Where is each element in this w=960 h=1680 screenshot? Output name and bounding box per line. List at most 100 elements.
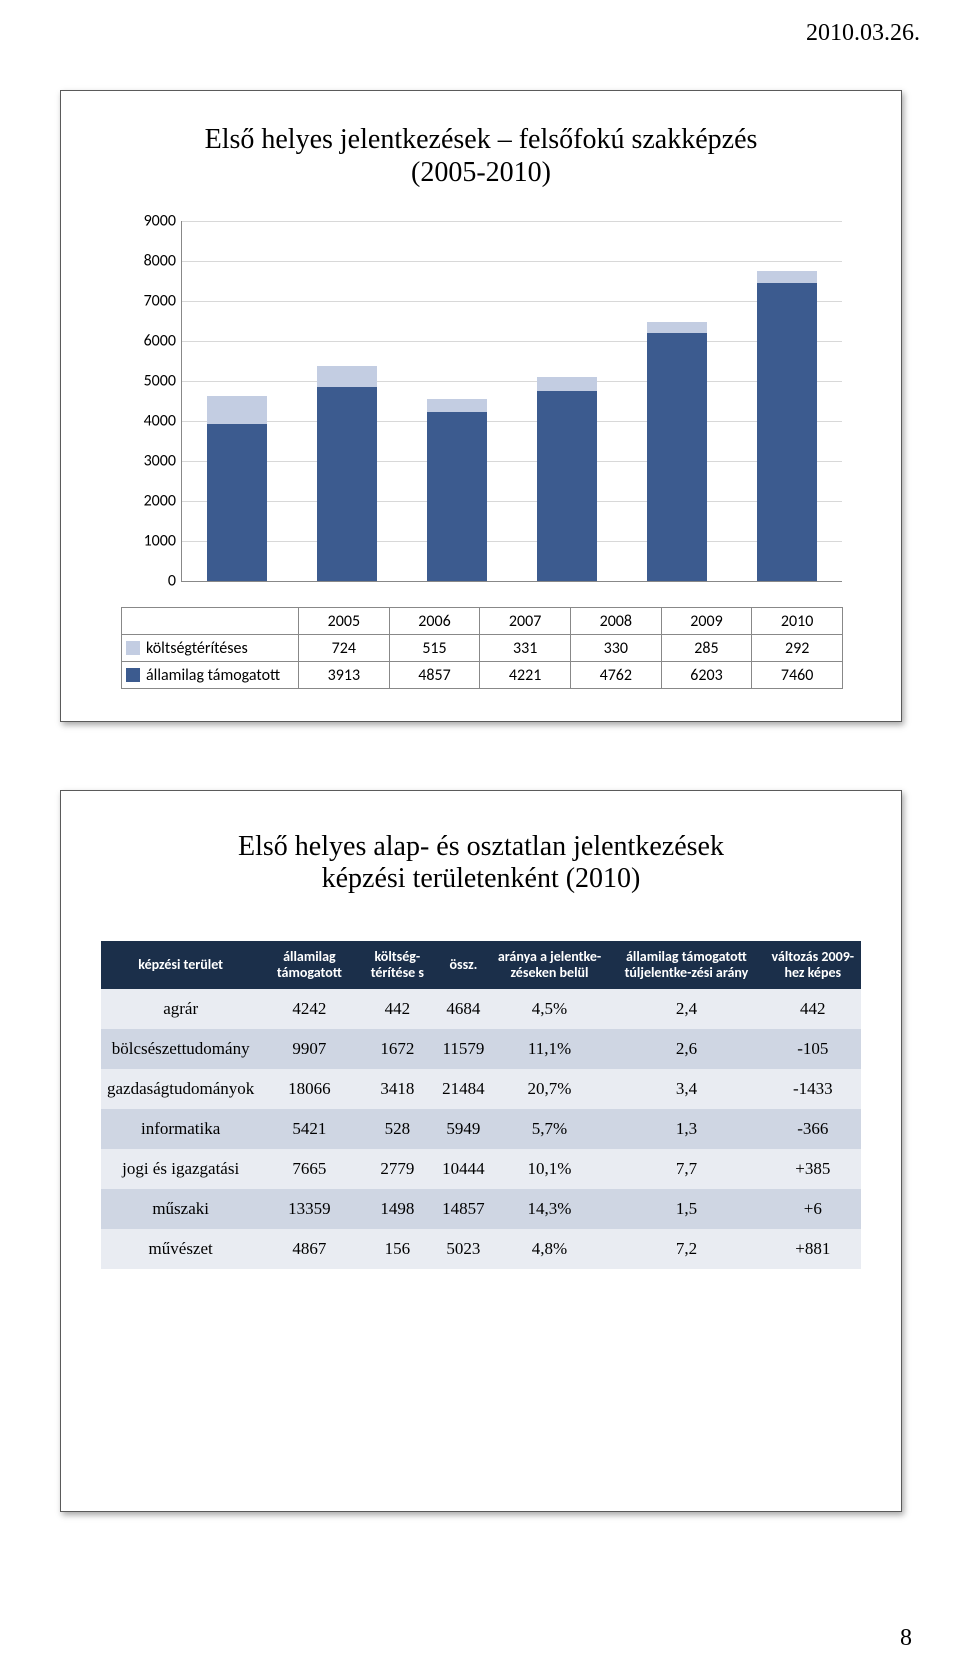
table-cell: 1,3 <box>608 1109 764 1149</box>
chart-bar-series-0 <box>207 396 268 425</box>
chart-gridline <box>182 341 842 342</box>
chart-bar-series-1 <box>427 412 488 581</box>
legend-value-cell: 7460 <box>752 662 843 689</box>
legend-series-name: költségtérítéses <box>146 639 248 658</box>
table-cell: 14,3% <box>491 1189 609 1229</box>
page-number: 8 <box>900 1625 912 1652</box>
table-cell: 10,1% <box>491 1149 609 1189</box>
table-row: informatika542152859495,7%1,3-366 <box>101 1109 861 1149</box>
chart-column <box>647 221 708 581</box>
chart-title-line1: Első helyes jelentkezések – felsőfokú sz… <box>61 123 901 157</box>
chart-bar-series-0 <box>317 366 378 387</box>
chart-ytick-label: 2000 <box>126 492 176 511</box>
chart-title-line2: (2005-2010) <box>61 157 901 189</box>
legend-value-cell: 292 <box>752 635 843 662</box>
chart-legend-datatable: 200520062007200820092010költségtérítéses… <box>121 607 843 689</box>
chart-category-label: 2010 <box>752 608 843 635</box>
chart-plot: 0100020003000400050006000700080009000 <box>181 221 842 582</box>
table-cell: 4867 <box>260 1229 358 1269</box>
table-cell: agrár <box>101 989 260 1029</box>
table-cell: -366 <box>765 1109 861 1149</box>
chart-ytick-label: 1000 <box>126 532 176 551</box>
chart-gridline <box>182 421 842 422</box>
legend-value-cell: 4857 <box>389 662 480 689</box>
legend-swatch <box>126 641 140 655</box>
table-cell: +6 <box>765 1189 861 1229</box>
table-header-cell: államilag támogatott <box>260 941 358 989</box>
chart-gridline <box>182 501 842 502</box>
chart-gridline <box>182 381 842 382</box>
chart-bar-series-1 <box>317 387 378 581</box>
legend-value-cell: 4762 <box>570 662 661 689</box>
table-cell: 7,7 <box>608 1149 764 1189</box>
table-cell: 5,7% <box>491 1109 609 1149</box>
table-cell: 4684 <box>436 989 491 1029</box>
table-cell: 5023 <box>436 1229 491 1269</box>
table-header-cell: államilag támogatott túljelentke-zési ar… <box>608 941 764 989</box>
legend-series-name: államilag támogatott <box>146 666 280 685</box>
chart-category-label: 2005 <box>299 608 390 635</box>
table-cell: 2779 <box>359 1149 437 1189</box>
legend-value-cell: 331 <box>480 635 571 662</box>
table-panel: Első helyes alap- és osztatlan jelentkez… <box>60 790 902 1512</box>
chart-bar-series-1 <box>647 333 708 581</box>
table-cell: gazdaságtudományok <box>101 1069 260 1109</box>
table-cell: 11,1% <box>491 1029 609 1069</box>
table-header-cell: össz. <box>436 941 491 989</box>
chart-ytick-label: 9000 <box>126 212 176 231</box>
table-cell: 1672 <box>359 1029 437 1069</box>
chart-ytick-label: 6000 <box>126 332 176 351</box>
table-cell: 5949 <box>436 1109 491 1149</box>
chart-gridline <box>182 221 842 222</box>
table-header-cell: költség-térítése s <box>359 941 437 989</box>
table-cell: 21484 <box>436 1069 491 1109</box>
chart: 0100020003000400050006000700080009000 20… <box>121 221 841 681</box>
table-cell: 14857 <box>436 1189 491 1229</box>
table-cell: 5421 <box>260 1109 358 1149</box>
table-cell: 3,4 <box>608 1069 764 1109</box>
chart-column <box>427 221 488 581</box>
chart-gridline <box>182 541 842 542</box>
table-cell: informatika <box>101 1109 260 1149</box>
chart-bar-series-1 <box>537 391 598 581</box>
table-cell: 442 <box>359 989 437 1029</box>
table-cell: 4242 <box>260 989 358 1029</box>
data-table: képzési területállamilag támogatottkölts… <box>101 941 861 1269</box>
chart-bar-series-0 <box>647 322 708 333</box>
chart-ytick-label: 8000 <box>126 252 176 271</box>
legend-series-cell: államilag támogatott <box>122 662 299 689</box>
table-cell: 3418 <box>359 1069 437 1109</box>
chart-gridline <box>182 261 842 262</box>
legend-blank-cell <box>122 608 299 635</box>
table-cell: 156 <box>359 1229 437 1269</box>
legend-value-cell: 3913 <box>299 662 390 689</box>
legend-value-cell: 724 <box>299 635 390 662</box>
table-cell: 2,6 <box>608 1029 764 1069</box>
chart-category-label: 2008 <box>570 608 661 635</box>
table-cell: 528 <box>359 1109 437 1149</box>
table-cell: 20,7% <box>491 1069 609 1109</box>
table-cell: 1,5 <box>608 1189 764 1229</box>
chart-gridline <box>182 461 842 462</box>
table-cell: művészet <box>101 1229 260 1269</box>
chart-ytick-label: 7000 <box>126 292 176 311</box>
table-row: műszaki1335914981485714,3%1,5+6 <box>101 1189 861 1229</box>
table-cell: -1433 <box>765 1069 861 1109</box>
table-row: jogi és igazgatási766527791044410,1%7,7+… <box>101 1149 861 1189</box>
table-cell: 18066 <box>260 1069 358 1109</box>
table-cell: 442 <box>765 989 861 1029</box>
chart-ytick-label: 4000 <box>126 412 176 431</box>
legend-value-cell: 4221 <box>480 662 571 689</box>
chart-column <box>537 221 598 581</box>
chart-ytick-label: 5000 <box>126 372 176 391</box>
legend-series-cell: költségtérítéses <box>122 635 299 662</box>
table-cell: +881 <box>765 1229 861 1269</box>
chart-column <box>317 221 378 581</box>
table-cell: 1498 <box>359 1189 437 1229</box>
legend-swatch <box>126 668 140 682</box>
chart-gridline <box>182 301 842 302</box>
table-cell: 9907 <box>260 1029 358 1069</box>
table-cell: bölcsészettudomány <box>101 1029 260 1069</box>
chart-ytick-label: 0 <box>126 572 176 591</box>
chart-category-label: 2007 <box>480 608 571 635</box>
